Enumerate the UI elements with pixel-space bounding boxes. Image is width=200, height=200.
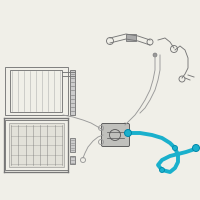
Circle shape — [123, 123, 127, 127]
Circle shape — [160, 168, 164, 172]
Circle shape — [124, 130, 132, 136]
Bar — [70, 70, 75, 115]
Bar — [70, 156, 75, 164]
Circle shape — [192, 144, 200, 152]
Bar — [70, 138, 75, 152]
Bar — [126, 34, 136, 41]
Polygon shape — [9, 123, 64, 167]
Circle shape — [172, 146, 178, 150]
Circle shape — [153, 53, 157, 57]
FancyBboxPatch shape — [102, 123, 130, 146]
